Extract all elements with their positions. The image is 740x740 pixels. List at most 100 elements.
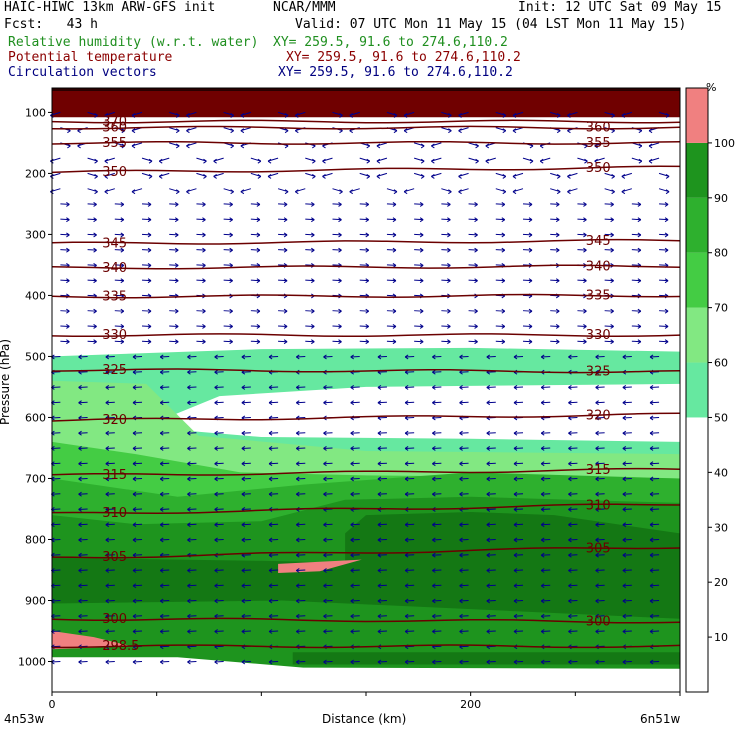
- theta-label: 300: [586, 614, 611, 629]
- wind-vector: [540, 491, 551, 497]
- wind-vector: [223, 217, 233, 223]
- wind-vector: [431, 142, 442, 149]
- wind-vector: [132, 629, 143, 634]
- wind-vector: [296, 446, 306, 451]
- wind-vector: [78, 491, 88, 497]
- wind-vector: [223, 202, 233, 207]
- rh-region-supersat-b: [52, 631, 132, 650]
- wind-vector: [114, 142, 126, 149]
- wind-vector: [539, 157, 551, 164]
- colorbar-bin: [686, 362, 708, 418]
- wind-vector: [187, 430, 197, 436]
- wind-vector: [359, 308, 369, 314]
- wind-vector: [540, 507, 551, 512]
- wind-vector: [495, 111, 507, 118]
- wind-vector: [87, 111, 98, 118]
- colorbar-label: 60: [714, 357, 728, 370]
- wind-vector: [486, 461, 496, 467]
- wind-vector: [513, 491, 524, 497]
- wind-vector: [350, 522, 360, 528]
- wind-vector: [513, 507, 524, 512]
- wind-vector: [278, 278, 288, 284]
- colorbar-label: 30: [714, 521, 728, 534]
- field-label-rh: Relative humidity (w.r.t. water): [8, 35, 259, 50]
- y-tick-label: 300: [25, 228, 46, 241]
- wind-vector: [196, 232, 206, 238]
- wind-vector: [377, 613, 387, 619]
- colorbar-bin: [686, 417, 708, 692]
- colorbar-frame: [685, 87, 709, 693]
- wind-vector: [159, 583, 170, 589]
- wind-vector: [305, 232, 315, 238]
- wind-vector: [550, 339, 560, 345]
- wind-vector: [595, 430, 605, 436]
- wind-vector: [432, 629, 442, 634]
- wind-vector: [359, 278, 369, 284]
- wind-vector: [595, 568, 605, 573]
- wind-vector: [278, 217, 288, 223]
- wind-vector: [104, 111, 115, 118]
- wind-vector: [540, 385, 551, 390]
- wind-vector: [377, 491, 387, 497]
- wind-vector: [350, 491, 360, 497]
- wind-vector: [141, 324, 152, 329]
- wind-vector: [414, 324, 424, 329]
- wind-vector: [550, 202, 560, 207]
- wind-vector: [296, 354, 306, 360]
- colorbar-bin: [686, 197, 708, 253]
- wind-vector: [485, 157, 496, 164]
- wind-vector: [631, 217, 642, 223]
- wind-vector: [432, 583, 442, 589]
- wind-vector: [377, 430, 387, 436]
- wind-vector: [577, 339, 587, 345]
- wind-vector: [159, 430, 170, 436]
- wind-vector: [214, 659, 224, 665]
- wind-vector: [512, 111, 524, 118]
- wind-vector: [250, 278, 261, 284]
- wind-vector: [305, 247, 315, 253]
- wind-vector: [386, 308, 397, 314]
- wind-vector: [87, 278, 97, 284]
- wind-vector: [550, 217, 560, 223]
- theta-label: 305: [102, 550, 127, 565]
- wind-vector: [649, 430, 660, 436]
- theta-contour-300: [51, 617, 681, 624]
- wind-vector: [323, 354, 333, 360]
- wind-vector: [159, 491, 170, 497]
- wind-vector: [459, 568, 469, 573]
- wind-vector: [350, 598, 360, 604]
- wind-vector: [540, 613, 551, 619]
- wind-vector: [649, 491, 660, 497]
- wind-vector: [649, 522, 660, 528]
- wind-vector: [414, 142, 425, 149]
- colorbar: 100 90 80 70 60 50 40 30 20 10%: [685, 81, 735, 693]
- wind-vector: [622, 476, 632, 482]
- wind-vector: [441, 308, 451, 314]
- wind-vector: [604, 172, 615, 179]
- wind-vector: [278, 324, 288, 329]
- wind-vector: [522, 247, 533, 253]
- wind-vector: [78, 354, 88, 360]
- wind-vector: [495, 202, 506, 207]
- wind-vector: [241, 568, 251, 573]
- wind-vector: [332, 217, 342, 223]
- wind-vector: [296, 522, 306, 528]
- wind-vector: [350, 446, 360, 451]
- wind-vector: [432, 613, 442, 619]
- wind-vector: [486, 568, 496, 573]
- theta-label: 320: [586, 408, 611, 423]
- wind-vector: [622, 659, 632, 665]
- wind-vector: [414, 278, 424, 284]
- wind-vector: [132, 598, 143, 604]
- wind-vector: [278, 202, 288, 207]
- wind-vector: [458, 172, 469, 179]
- wind-vector: [214, 507, 224, 512]
- rh-fill-layer: [52, 88, 681, 692]
- rh-region-dry: [167, 383, 681, 442]
- wind-vector: [568, 461, 578, 467]
- wind-vector: [350, 537, 360, 543]
- wind-vector: [432, 491, 442, 497]
- colorbar-bin: [686, 307, 708, 363]
